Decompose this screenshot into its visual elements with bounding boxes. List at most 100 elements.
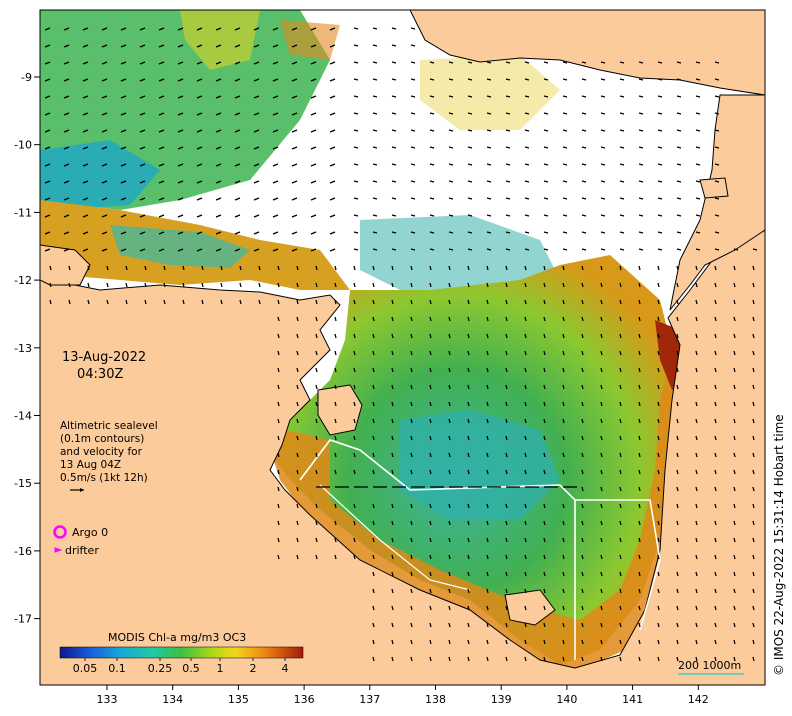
velocity-arrow: [329, 129, 336, 133]
velocity-arrow: [120, 112, 127, 116]
velocity-arrow: [638, 163, 644, 166]
velocity-arrow: [581, 180, 587, 183]
velocity-arrow: [372, 316, 375, 322]
velocity-arrow: [695, 299, 698, 305]
velocity-arrow: [676, 486, 679, 492]
velocity-arrow: [410, 95, 416, 98]
velocity-arrow: [581, 622, 584, 628]
velocity-arrow: [505, 367, 508, 373]
velocity-arrow: [733, 350, 736, 356]
velocity-arrow: [391, 299, 394, 305]
velocity-arrow: [82, 197, 89, 201]
velocity-arrow: [714, 316, 717, 322]
velocity-arrow: [277, 333, 280, 339]
velocity-arrow: [486, 622, 489, 628]
velocity-arrow: [253, 61, 260, 65]
velocity-arrow: [448, 265, 451, 271]
velocity-arrow: [600, 265, 603, 271]
velocity-arrow: [581, 486, 584, 492]
velocity-arrow: [334, 367, 337, 373]
velocity-arrow: [63, 112, 70, 116]
velocity-arrow: [600, 78, 606, 81]
velocity-arrow: [182, 299, 185, 305]
velocity-arrow: [277, 282, 280, 288]
velocity-arrow: [448, 367, 451, 373]
velocity-arrow: [486, 61, 492, 64]
velocity-arrow: [310, 112, 317, 116]
velocity-arrow: [372, 656, 375, 662]
velocity-arrow: [158, 129, 165, 133]
velocity-arrow: [714, 554, 717, 560]
velocity-arrow: [410, 265, 413, 271]
velocity-arrow: [638, 520, 641, 526]
velocity-arrow: [310, 95, 317, 99]
velocity-arrow: [695, 367, 698, 373]
velocity-arrow: [234, 163, 241, 167]
land-groote-eylandt: [317, 384, 363, 436]
velocity-arrow: [63, 27, 70, 31]
velocity-arrow: [215, 78, 222, 82]
velocity-arrow: [676, 146, 682, 149]
velocity-arrow: [448, 299, 451, 305]
velocity-arrow: [505, 197, 511, 200]
velocity-arrow: [391, 282, 394, 288]
colorbar-ramp: [59, 646, 304, 659]
velocity-arrow: [353, 112, 359, 115]
velocity-arrow: [101, 231, 108, 235]
velocity-arrow: [291, 95, 298, 99]
velocity-arrow: [125, 282, 128, 288]
velocity-arrow: [410, 44, 416, 47]
velocity-arrow: [657, 163, 663, 166]
velocity-arrow: [676, 282, 679, 288]
velocity-arrow: [505, 112, 511, 115]
velocity-arrow: [581, 554, 584, 560]
velocity-arrow: [676, 537, 679, 543]
velocity-arrow: [310, 248, 317, 252]
drifter-label: drifter: [65, 544, 99, 557]
velocity-arrow: [429, 282, 432, 288]
velocity-arrow: [486, 214, 492, 217]
credit-text: © IMOS 22-Aug-2022 15:31:14 Hobart time: [772, 414, 786, 676]
velocity-arrow: [562, 401, 565, 407]
lon-tick-label: 138: [425, 693, 446, 706]
velocity-arrow: [733, 265, 736, 271]
velocity-arrow: [638, 350, 641, 356]
velocity-arrow: [619, 486, 622, 492]
velocity-arrow: [391, 27, 397, 30]
velocity-arrow: [619, 231, 625, 234]
velocity-arrow: [619, 537, 622, 543]
velocity-arrow: [733, 248, 739, 251]
velocity-arrow: [524, 61, 530, 64]
velocity-arrow: [429, 520, 432, 526]
chl-patch-mid-teal: [360, 215, 560, 300]
velocity-arrow: [638, 180, 644, 183]
velocity-arrow: [82, 129, 89, 133]
map-date: 13-Aug-2022: [62, 350, 146, 365]
velocity-arrow: [600, 146, 606, 149]
velocity-arrow: [714, 384, 717, 390]
velocity-arrow: [676, 571, 679, 577]
velocity-arrow: [657, 282, 660, 288]
velocity-arrow: [277, 537, 280, 543]
velocity-arrow: [234, 112, 241, 116]
velocity-arrow: [562, 520, 565, 526]
velocity-arrow: [619, 452, 622, 458]
velocity-arrow: [391, 180, 397, 183]
velocity-arrow: [524, 333, 527, 339]
velocity-arrow: [120, 163, 127, 167]
velocity-arrow: [752, 435, 755, 441]
velocity-arrow: [63, 44, 70, 48]
velocity-arrow: [272, 146, 279, 150]
velocity-arrow: [562, 180, 568, 183]
velocity-arrow: [429, 656, 432, 662]
velocity-arrow: [657, 639, 660, 645]
velocity-arrow: [524, 503, 527, 509]
velocity-arrow: [486, 401, 489, 407]
velocity-arrow: [448, 231, 454, 234]
velocity-arrow: [277, 503, 280, 509]
velocity-arrow: [372, 265, 375, 271]
velocity-arrow: [562, 656, 565, 662]
velocity-arrow: [714, 248, 720, 251]
velocity-arrow: [372, 469, 375, 475]
velocity-arrow: [600, 401, 603, 407]
